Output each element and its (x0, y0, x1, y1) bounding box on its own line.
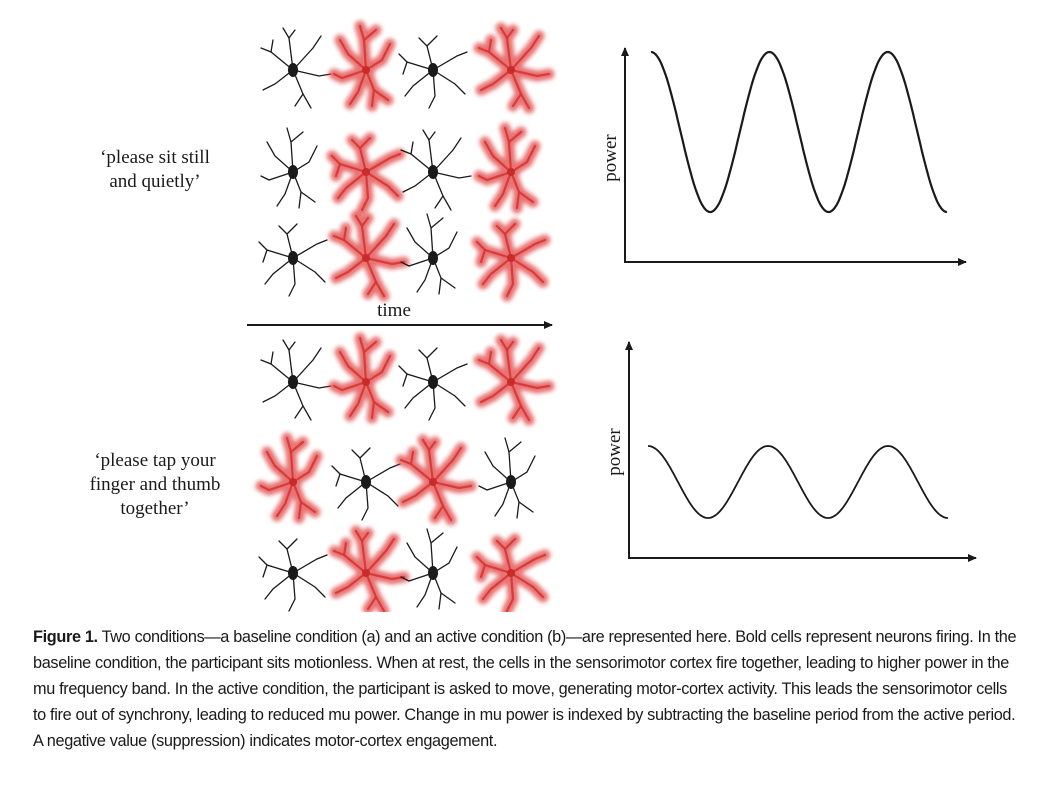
active-neuron-r2c1 (255, 432, 323, 524)
active-instruction: ‘please tap your finger and thumb togeth… (45, 449, 265, 521)
baseline-instruction-line-1: ‘please sit still (100, 147, 210, 168)
active-neuron-r3c1 (258, 538, 328, 612)
baseline-instruction: ‘please sit still and quietly’ (45, 146, 265, 194)
baseline-neuron-r3c2 (328, 210, 410, 302)
active-neuron-r3c4 (471, 533, 551, 612)
chart-b-power-wave (647, 445, 949, 519)
baseline-neuron-r1c3 (398, 35, 468, 109)
baseline-neuron-r2c2 (326, 132, 406, 216)
caption-text: Two conditions—a baseline condition (a) … (33, 628, 1017, 750)
active-neuron-r2c4 (478, 437, 536, 519)
active-neuron-r2c2 (331, 447, 401, 521)
figure-label: Figure 1. (33, 628, 98, 646)
baseline-neuron-r2c1 (260, 127, 318, 209)
baseline-neuron-r3c3 (400, 213, 458, 295)
active-neuron-r1c4 (473, 334, 555, 426)
active-neuron-r3c2 (328, 525, 410, 612)
active-instruction-line-2: finger and thumb (89, 474, 221, 495)
figure-1: time power power (247, 20, 977, 612)
baseline-instruction-line-2: and quietly’ (109, 171, 201, 192)
active-instruction-line-1: ‘please tap your (94, 450, 216, 471)
baseline-neuron-r3c4 (471, 218, 551, 302)
baseline-neuron-r1c1 (260, 27, 332, 109)
baseline-neuron-grid (258, 20, 555, 302)
baseline-neuron-r1c2 (328, 20, 396, 112)
active-neuron-r1c3 (398, 347, 468, 421)
baseline-neuron-r3c1 (258, 223, 328, 297)
baseline-neuron-r1c4 (473, 22, 555, 114)
active-neuron-r3c3 (400, 528, 458, 610)
active-power-chart: power (604, 341, 977, 562)
baseline-neuron-r2c4 (473, 122, 541, 214)
chart-b-ylabel: power (604, 428, 625, 476)
chart-a-ylabel: power (600, 134, 621, 182)
figure-caption: Figure 1. Two conditions—a baseline cond… (33, 624, 1018, 754)
baseline-neuron-r2c3 (400, 129, 472, 211)
active-instruction-line-3: together’ (120, 498, 190, 519)
baseline-power-chart: power (600, 47, 967, 266)
active-neuron-r1c1 (260, 339, 332, 421)
active-neuron-r2c3 (395, 434, 477, 526)
chart-a-power-wave (650, 50, 948, 214)
time-axis-label: time (377, 300, 411, 321)
active-neuron-grid (255, 332, 555, 612)
active-neuron-r1c2 (328, 332, 396, 424)
